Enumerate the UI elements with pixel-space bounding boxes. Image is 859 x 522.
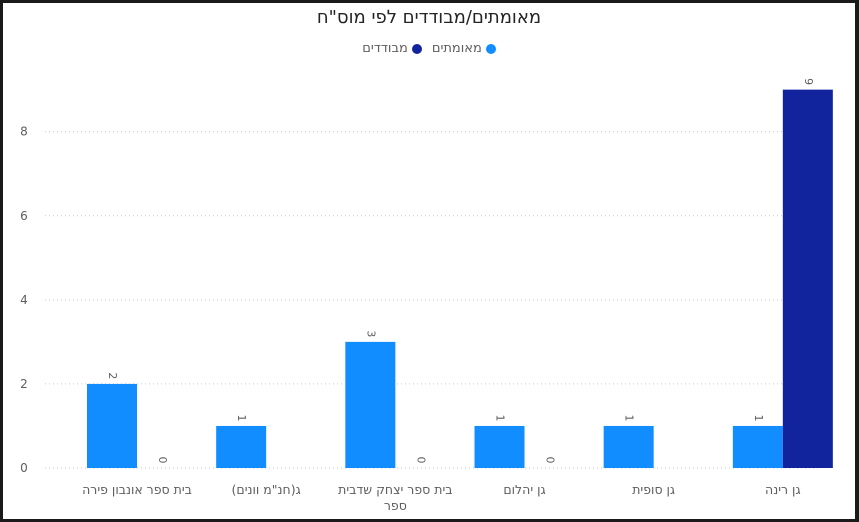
data-label: 0 xyxy=(544,457,557,464)
x-tick-label: גן סופית xyxy=(632,482,676,497)
x-tick-label: בית ספר אונבון פירה xyxy=(82,482,192,497)
data-label: 3 xyxy=(364,330,377,337)
y-tick-label: 0 xyxy=(20,461,28,475)
legend-dot-confirmed xyxy=(485,43,496,54)
data-label: 0 xyxy=(414,457,427,464)
bar xyxy=(474,425,525,468)
y-tick-label: 2 xyxy=(20,377,28,391)
bar xyxy=(345,341,396,468)
data-label: 0 xyxy=(156,457,169,464)
y-tick-label: 8 xyxy=(20,125,28,139)
legend-item-isolated[interactable]: מבודדים xyxy=(362,41,422,56)
data-label: 1 xyxy=(494,414,507,421)
data-label: 2 xyxy=(106,372,119,379)
legend-dot-isolated xyxy=(411,43,422,54)
bar xyxy=(732,425,783,468)
data-label: 1 xyxy=(623,414,636,421)
bar xyxy=(603,425,654,468)
chart-title: מאומתים/מבודדים לפי מוס"ח xyxy=(316,7,542,28)
bar xyxy=(782,89,833,468)
legend: מאומתים מבודדים xyxy=(3,41,855,56)
legend-label-confirmed: מאומתים xyxy=(431,41,482,56)
bar xyxy=(87,383,137,468)
y-tick-label: 4 xyxy=(20,293,28,307)
data-label: 1 xyxy=(235,414,248,421)
data-label: 9 xyxy=(802,78,815,85)
legend-label-isolated: מבודדים xyxy=(362,41,408,56)
x-tick-label: גן יהלום xyxy=(503,482,546,497)
data-label: 1 xyxy=(752,414,765,421)
x-tick-label: ג(חנ"מ וונים) xyxy=(231,482,301,497)
x-tick-label: בית ספר יצחק שדבית ספר xyxy=(338,482,453,513)
y-tick-label: 6 xyxy=(20,209,28,223)
x-tick-label: גן רינה xyxy=(765,482,801,497)
bar xyxy=(216,425,267,468)
legend-item-confirmed[interactable]: מאומתים xyxy=(432,41,496,56)
